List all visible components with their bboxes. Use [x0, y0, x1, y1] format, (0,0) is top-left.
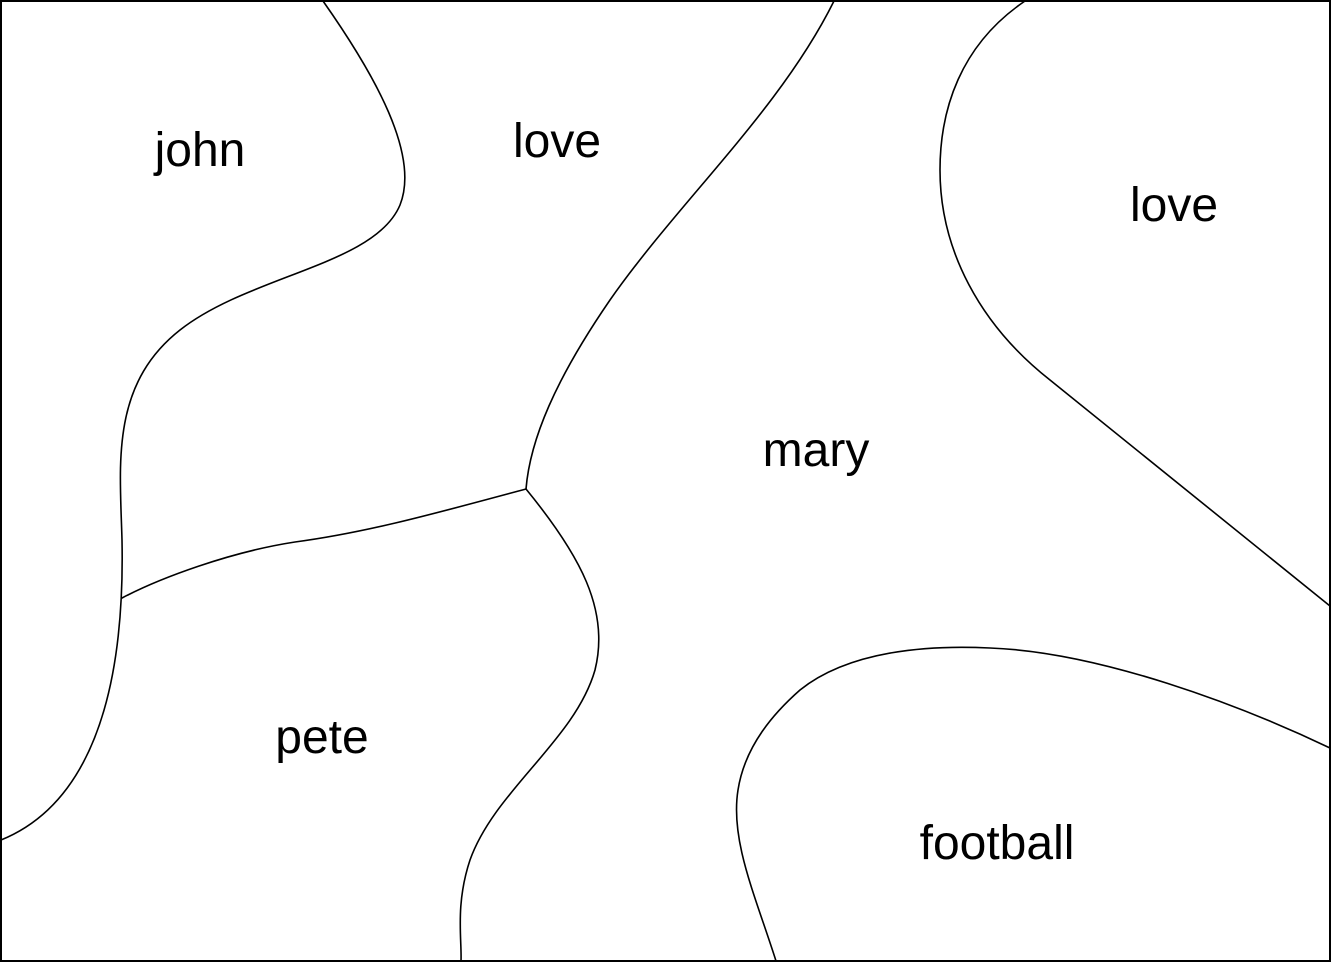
region-label-love-right: love [1130, 179, 1218, 232]
region-label-football: football [920, 817, 1075, 870]
boundary-love-pete [121, 488, 527, 599]
region-label-mary: mary [763, 424, 870, 477]
boundary-football [735, 646, 1331, 962]
boundary-mary-love-right [939, 0, 1331, 607]
boundary-love-mary [525, 0, 835, 490]
region-label-love-left: love [513, 115, 601, 168]
region-label-pete: pete [275, 711, 368, 764]
boundary-john-love [0, 0, 406, 841]
boundary-pete-mary [459, 488, 600, 962]
region-label-john: john [153, 124, 246, 177]
